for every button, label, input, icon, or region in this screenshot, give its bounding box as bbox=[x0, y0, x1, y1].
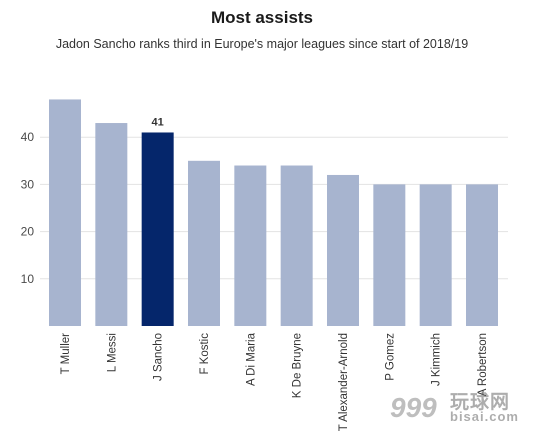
watermark-url: bisai.com bbox=[450, 409, 519, 424]
bar-k-de-bruyne bbox=[280, 165, 313, 326]
watermark: 999 玩球网 bisai.com bbox=[388, 387, 538, 427]
y-tick-label: 20 bbox=[21, 225, 35, 239]
y-tick-label: 10 bbox=[21, 272, 35, 286]
bar-p-gomez bbox=[373, 184, 406, 326]
label-layer: 10 20 30 40 T Muller L Messi 41 J Sancho F Kosti… bbox=[21, 116, 489, 431]
y-tick-label: 40 bbox=[21, 130, 35, 144]
bar-data-label: 41 bbox=[152, 116, 164, 128]
x-category-label: J Kimmich bbox=[431, 333, 443, 386]
bar-j-kimmich bbox=[419, 184, 452, 326]
bar-chart: 10 20 30 40 T Muller L Messi 41 J Sancho F Kosti… bbox=[21, 99, 508, 431]
watermark-text: 玩球网 bbox=[450, 392, 511, 413]
bar-l-messi bbox=[95, 123, 128, 326]
chart-subtitle: Jadon Sancho ranks third in Europe's maj… bbox=[55, 37, 469, 51]
bar-layer bbox=[49, 99, 498, 326]
svg-text:999: 999 bbox=[390, 392, 437, 423]
bar-f-kostic bbox=[188, 160, 220, 326]
x-category-label: P Gomez bbox=[384, 333, 396, 381]
bar-a-robertson bbox=[466, 184, 498, 326]
x-category-label: A Di Maria bbox=[245, 332, 257, 386]
x-category-label: K De Bruyne bbox=[292, 333, 304, 398]
watermark-logo-icon: 999 bbox=[390, 392, 437, 423]
bar-a-di-maria bbox=[234, 165, 267, 326]
bar-j-sancho bbox=[141, 132, 174, 326]
x-category-label: L Messi bbox=[106, 333, 118, 372]
bar-t-muller bbox=[49, 99, 81, 326]
x-category-label: T Muller bbox=[60, 333, 72, 374]
x-category-label: F Kostic bbox=[199, 333, 211, 375]
y-tick-label: 30 bbox=[21, 177, 35, 191]
chart-title: Most assists bbox=[210, 8, 314, 27]
x-category-label: J Sancho bbox=[153, 333, 165, 381]
x-category-label: T Alexander-Arnold bbox=[338, 333, 350, 431]
x-category-label: A Robertson bbox=[477, 333, 489, 396]
bar-t-alexander-arnold bbox=[327, 174, 359, 326]
